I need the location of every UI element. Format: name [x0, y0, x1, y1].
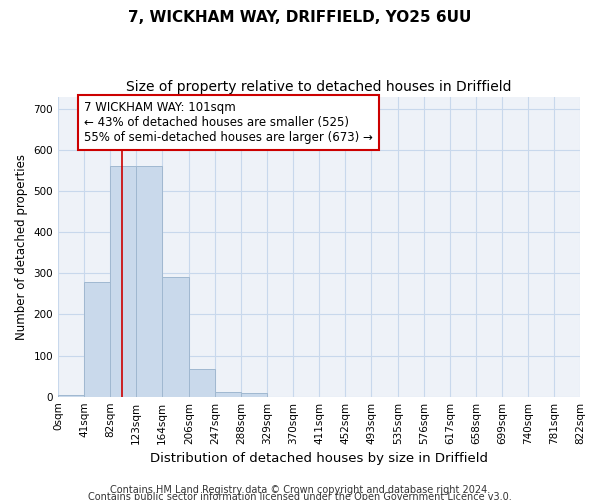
Bar [241, 394, 267, 396]
Y-axis label: Number of detached properties: Number of detached properties [15, 154, 28, 340]
Text: Contains HM Land Registry data © Crown copyright and database right 2024.: Contains HM Land Registry data © Crown c… [110, 485, 490, 495]
X-axis label: Distribution of detached houses by size in Driffield: Distribution of detached houses by size … [150, 452, 488, 465]
Bar [110, 166, 136, 396]
Text: 7 WICKHAM WAY: 101sqm
← 43% of detached houses are smaller (525)
55% of semi-det: 7 WICKHAM WAY: 101sqm ← 43% of detached … [84, 100, 373, 144]
Bar [215, 392, 241, 396]
Bar [84, 282, 110, 397]
Bar [136, 166, 162, 396]
Bar [58, 394, 84, 396]
Bar [162, 278, 189, 396]
Title: Size of property relative to detached houses in Driffield: Size of property relative to detached ho… [126, 80, 512, 94]
Bar [189, 368, 215, 396]
Text: 7, WICKHAM WAY, DRIFFIELD, YO25 6UU: 7, WICKHAM WAY, DRIFFIELD, YO25 6UU [128, 10, 472, 25]
Text: Contains public sector information licensed under the Open Government Licence v3: Contains public sector information licen… [88, 492, 512, 500]
